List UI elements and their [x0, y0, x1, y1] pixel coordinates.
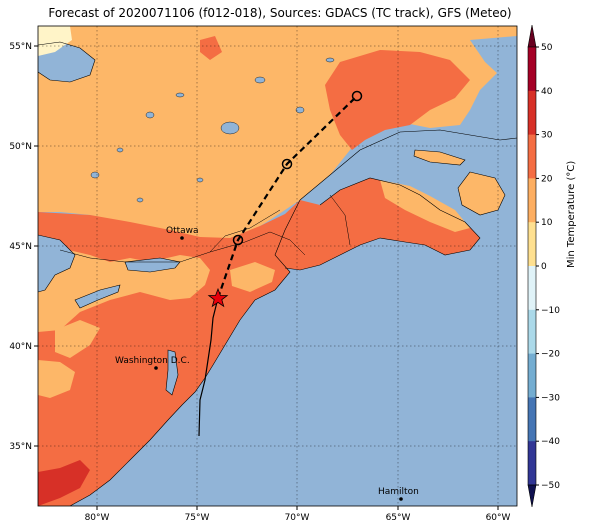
colorbar-ticks: 50 40 30 20 10 0 −10 −20 −30 −40 −50: [536, 43, 560, 491]
land-north-20-30: [325, 50, 470, 150]
chesapeake: [166, 350, 178, 395]
lon-tick-label: 65°W: [386, 513, 411, 523]
colorbar-tick-label: −30: [541, 393, 560, 403]
lake-superior-huron: [38, 235, 75, 292]
colorbar-tick-label: −50: [541, 481, 560, 491]
city-dot-ottawa: [180, 236, 184, 240]
colorbar: 50 40 30 20 10 0 −10 −20 −30 −40 −50: [527, 24, 560, 508]
map-area: Ottawa Washington D.C. Hamilton: [38, 26, 517, 506]
city-dot-hamilton: [399, 497, 403, 501]
colorbar-bands: [528, 47, 536, 486]
colorbar-bottom-arrow: [527, 484, 537, 508]
colorbar-tick-label: 0: [541, 262, 547, 272]
colorbar-band: [528, 47, 536, 92]
colorbar-band: [528, 353, 536, 398]
land-south-10-20d: [230, 262, 275, 292]
lat-axis: 55°N 50°N 45°N 40°N 35°N: [9, 42, 38, 452]
colorbar-tick-label: 50: [541, 43, 553, 53]
lon-tick-label: 75°W: [185, 513, 210, 523]
city-dot-washington: [154, 366, 158, 370]
track-forecast: [216, 95, 358, 299]
coastlines: [38, 41, 517, 506]
lon-axis: 80°W 75°W 70°W 65°W 60°W: [85, 506, 511, 523]
lon-tick-label: 70°W: [285, 513, 310, 523]
map-frame: [37, 25, 518, 507]
colorbar-band: [528, 266, 536, 311]
colorbar-tick-label: 30: [541, 131, 553, 141]
lat-tick-label: 45°N: [9, 242, 32, 252]
land-south-10-20b: [55, 320, 100, 358]
lat-tick-label: 40°N: [9, 342, 32, 352]
northern-lakes: [90, 57, 335, 203]
colorbar-label: Min Temperature (°C): [566, 160, 577, 268]
circle-icon: [351, 90, 363, 102]
anticosti: [414, 150, 465, 165]
land-hot-30-40: [38, 460, 90, 506]
lat-tick-label: 55°N: [9, 42, 32, 52]
coast-water-north: [470, 36, 517, 80]
borders: [59, 194, 351, 263]
newfoundland: [458, 172, 505, 215]
colorbar-top-arrow: [527, 24, 537, 48]
colorbar-tick-label: 40: [541, 87, 553, 97]
figure-title: Forecast of 2020071106 (f012-018), Sourc…: [48, 6, 512, 20]
colorbar-tick-label: 10: [541, 218, 553, 228]
colorbar-band: [528, 178, 536, 223]
city-label: Washington D.C.: [115, 356, 190, 366]
colorbar-tick-label: −20: [541, 350, 560, 360]
colorbar-band: [528, 441, 536, 486]
colorbar-band: [528, 90, 536, 136]
colorbar-band: [528, 134, 536, 179]
circle-icon: [232, 234, 244, 246]
star-icon: [207, 287, 229, 308]
lat-tick-label: 35°N: [9, 442, 32, 452]
colorbar-tick-label: 20: [541, 174, 553, 184]
colorbar-tick-label: −10: [541, 306, 560, 316]
maritimes-10-20: [380, 180, 470, 232]
colorbar-band: [528, 397, 536, 442]
city-label: Hamilton: [378, 487, 419, 497]
gridlines: [38, 26, 517, 506]
lake-erie: [75, 285, 120, 308]
lon-tick-label: 80°W: [85, 513, 110, 523]
land-north-20-30b: [200, 36, 222, 60]
colorbar-tick-label: −40: [541, 437, 560, 447]
colorbar-band: [528, 222, 536, 267]
track-past: [198, 297, 219, 437]
lat-tick-label: 50°N: [9, 142, 32, 152]
circle-icon: [281, 158, 293, 170]
land-south-10-20c: [38, 360, 75, 398]
pale-corner: [38, 26, 72, 56]
city-label: Ottawa: [166, 226, 199, 236]
colorbar-band: [528, 309, 536, 355]
lake-ontario: [125, 258, 180, 272]
lon-tick-label: 60°W: [486, 513, 511, 523]
